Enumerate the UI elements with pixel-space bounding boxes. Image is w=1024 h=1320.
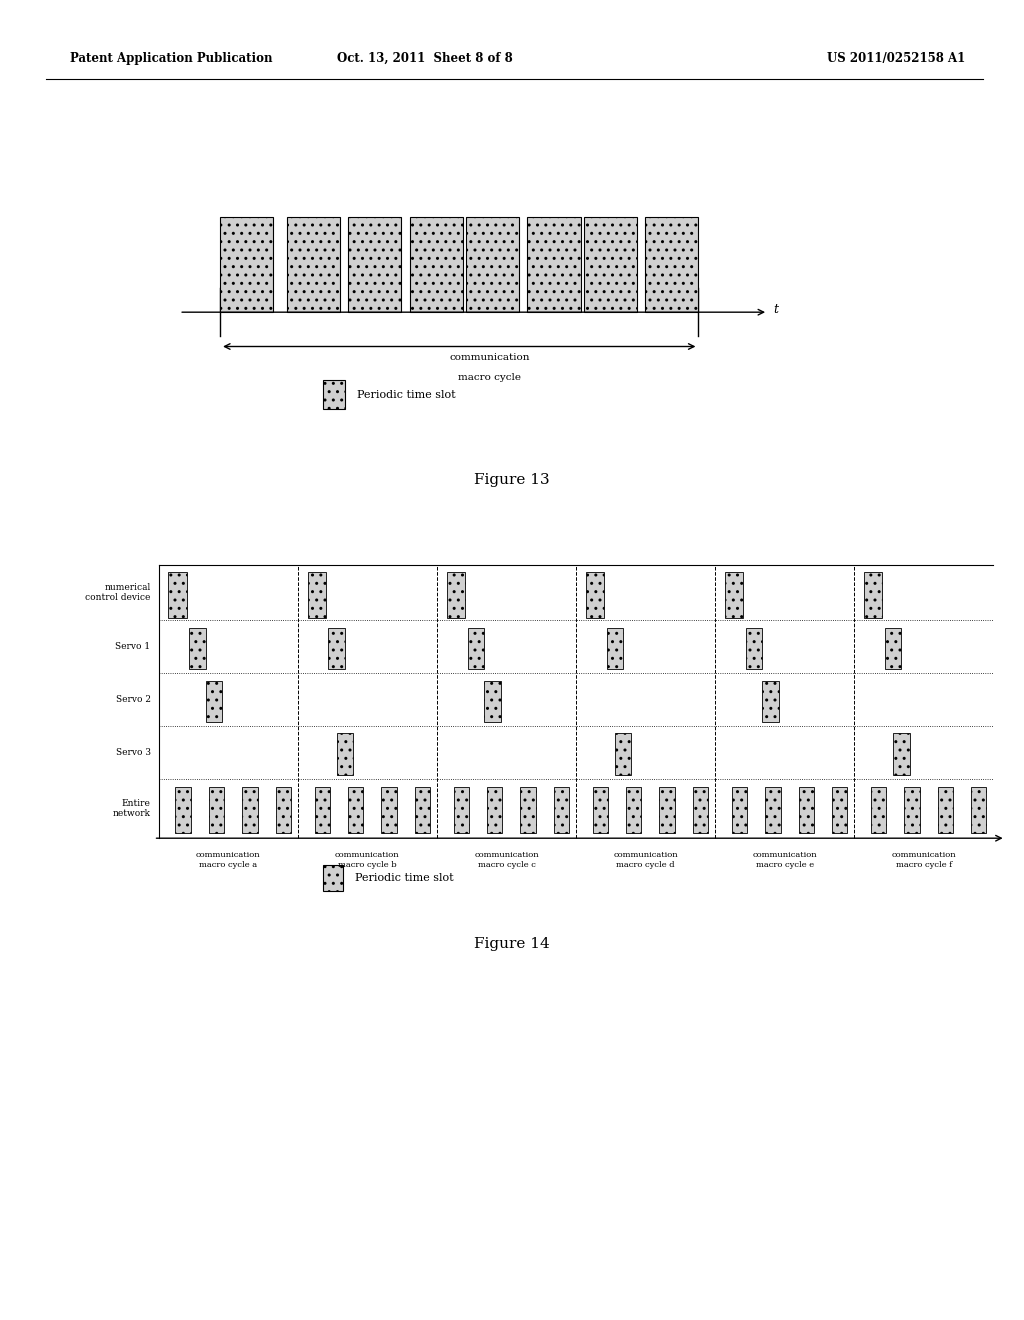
- Text: Oct. 13, 2011  Sheet 8 of 8: Oct. 13, 2011 Sheet 8 of 8: [337, 51, 513, 65]
- Bar: [584, 218, 637, 313]
- Bar: [175, 787, 190, 833]
- Bar: [329, 628, 345, 669]
- Bar: [468, 628, 484, 669]
- Text: communication
macro cycle a: communication macro cycle a: [196, 851, 260, 869]
- Text: numerical
control device: numerical control device: [85, 583, 151, 602]
- Bar: [725, 572, 743, 618]
- Bar: [348, 218, 401, 313]
- Bar: [870, 787, 886, 833]
- Bar: [243, 787, 258, 833]
- Bar: [287, 218, 340, 313]
- Text: t: t: [773, 304, 778, 315]
- Bar: [893, 734, 909, 775]
- Bar: [169, 572, 187, 618]
- Bar: [659, 787, 675, 833]
- Text: macro cycle: macro cycle: [459, 374, 521, 381]
- Text: Periodic time slot: Periodic time slot: [357, 389, 456, 400]
- Bar: [763, 681, 779, 722]
- Text: communication
macro cycle d: communication macro cycle d: [613, 851, 678, 869]
- Bar: [593, 787, 608, 833]
- Bar: [307, 572, 326, 618]
- Bar: [323, 380, 345, 409]
- Text: communication
macro cycle c: communication macro cycle c: [474, 851, 539, 869]
- Text: Servo 2: Servo 2: [116, 696, 151, 704]
- Bar: [765, 787, 780, 833]
- Bar: [410, 218, 463, 313]
- Bar: [831, 787, 847, 833]
- Bar: [864, 572, 883, 618]
- Bar: [206, 681, 222, 722]
- Bar: [586, 572, 604, 618]
- Bar: [615, 734, 632, 775]
- Bar: [554, 787, 569, 833]
- Text: Servo 1: Servo 1: [116, 643, 151, 651]
- Bar: [487, 787, 503, 833]
- Bar: [745, 628, 762, 669]
- Bar: [275, 787, 291, 833]
- Text: Patent Application Publication: Patent Application Publication: [70, 51, 272, 65]
- Text: Figure 13: Figure 13: [474, 474, 550, 487]
- Bar: [314, 787, 330, 833]
- Text: communication
macro cycle b: communication macro cycle b: [335, 851, 399, 869]
- Bar: [885, 628, 901, 669]
- Bar: [626, 787, 641, 833]
- Bar: [520, 787, 536, 833]
- Bar: [348, 787, 364, 833]
- Bar: [904, 787, 920, 833]
- Bar: [381, 787, 396, 833]
- Text: Servo 3: Servo 3: [116, 748, 151, 756]
- Bar: [323, 865, 343, 891]
- Bar: [446, 572, 465, 618]
- Bar: [466, 218, 519, 313]
- Bar: [454, 787, 469, 833]
- Bar: [693, 787, 709, 833]
- Bar: [971, 787, 986, 833]
- Bar: [938, 787, 953, 833]
- Bar: [799, 787, 814, 833]
- Bar: [606, 628, 623, 669]
- Text: communication
macro cycle f: communication macro cycle f: [892, 851, 956, 869]
- Bar: [732, 787, 748, 833]
- Text: communication
macro cycle e: communication macro cycle e: [753, 851, 817, 869]
- Bar: [484, 681, 501, 722]
- Bar: [220, 218, 273, 313]
- Text: Entire
network: Entire network: [113, 799, 151, 818]
- Text: Periodic time slot: Periodic time slot: [355, 873, 454, 883]
- Bar: [527, 218, 581, 313]
- Bar: [209, 787, 224, 833]
- Bar: [415, 787, 430, 833]
- Bar: [189, 628, 206, 669]
- Text: US 2011/0252158 A1: US 2011/0252158 A1: [826, 51, 966, 65]
- Text: communication: communication: [450, 354, 530, 362]
- Text: Figure 14: Figure 14: [474, 937, 550, 950]
- Bar: [337, 734, 353, 775]
- Bar: [645, 218, 698, 313]
